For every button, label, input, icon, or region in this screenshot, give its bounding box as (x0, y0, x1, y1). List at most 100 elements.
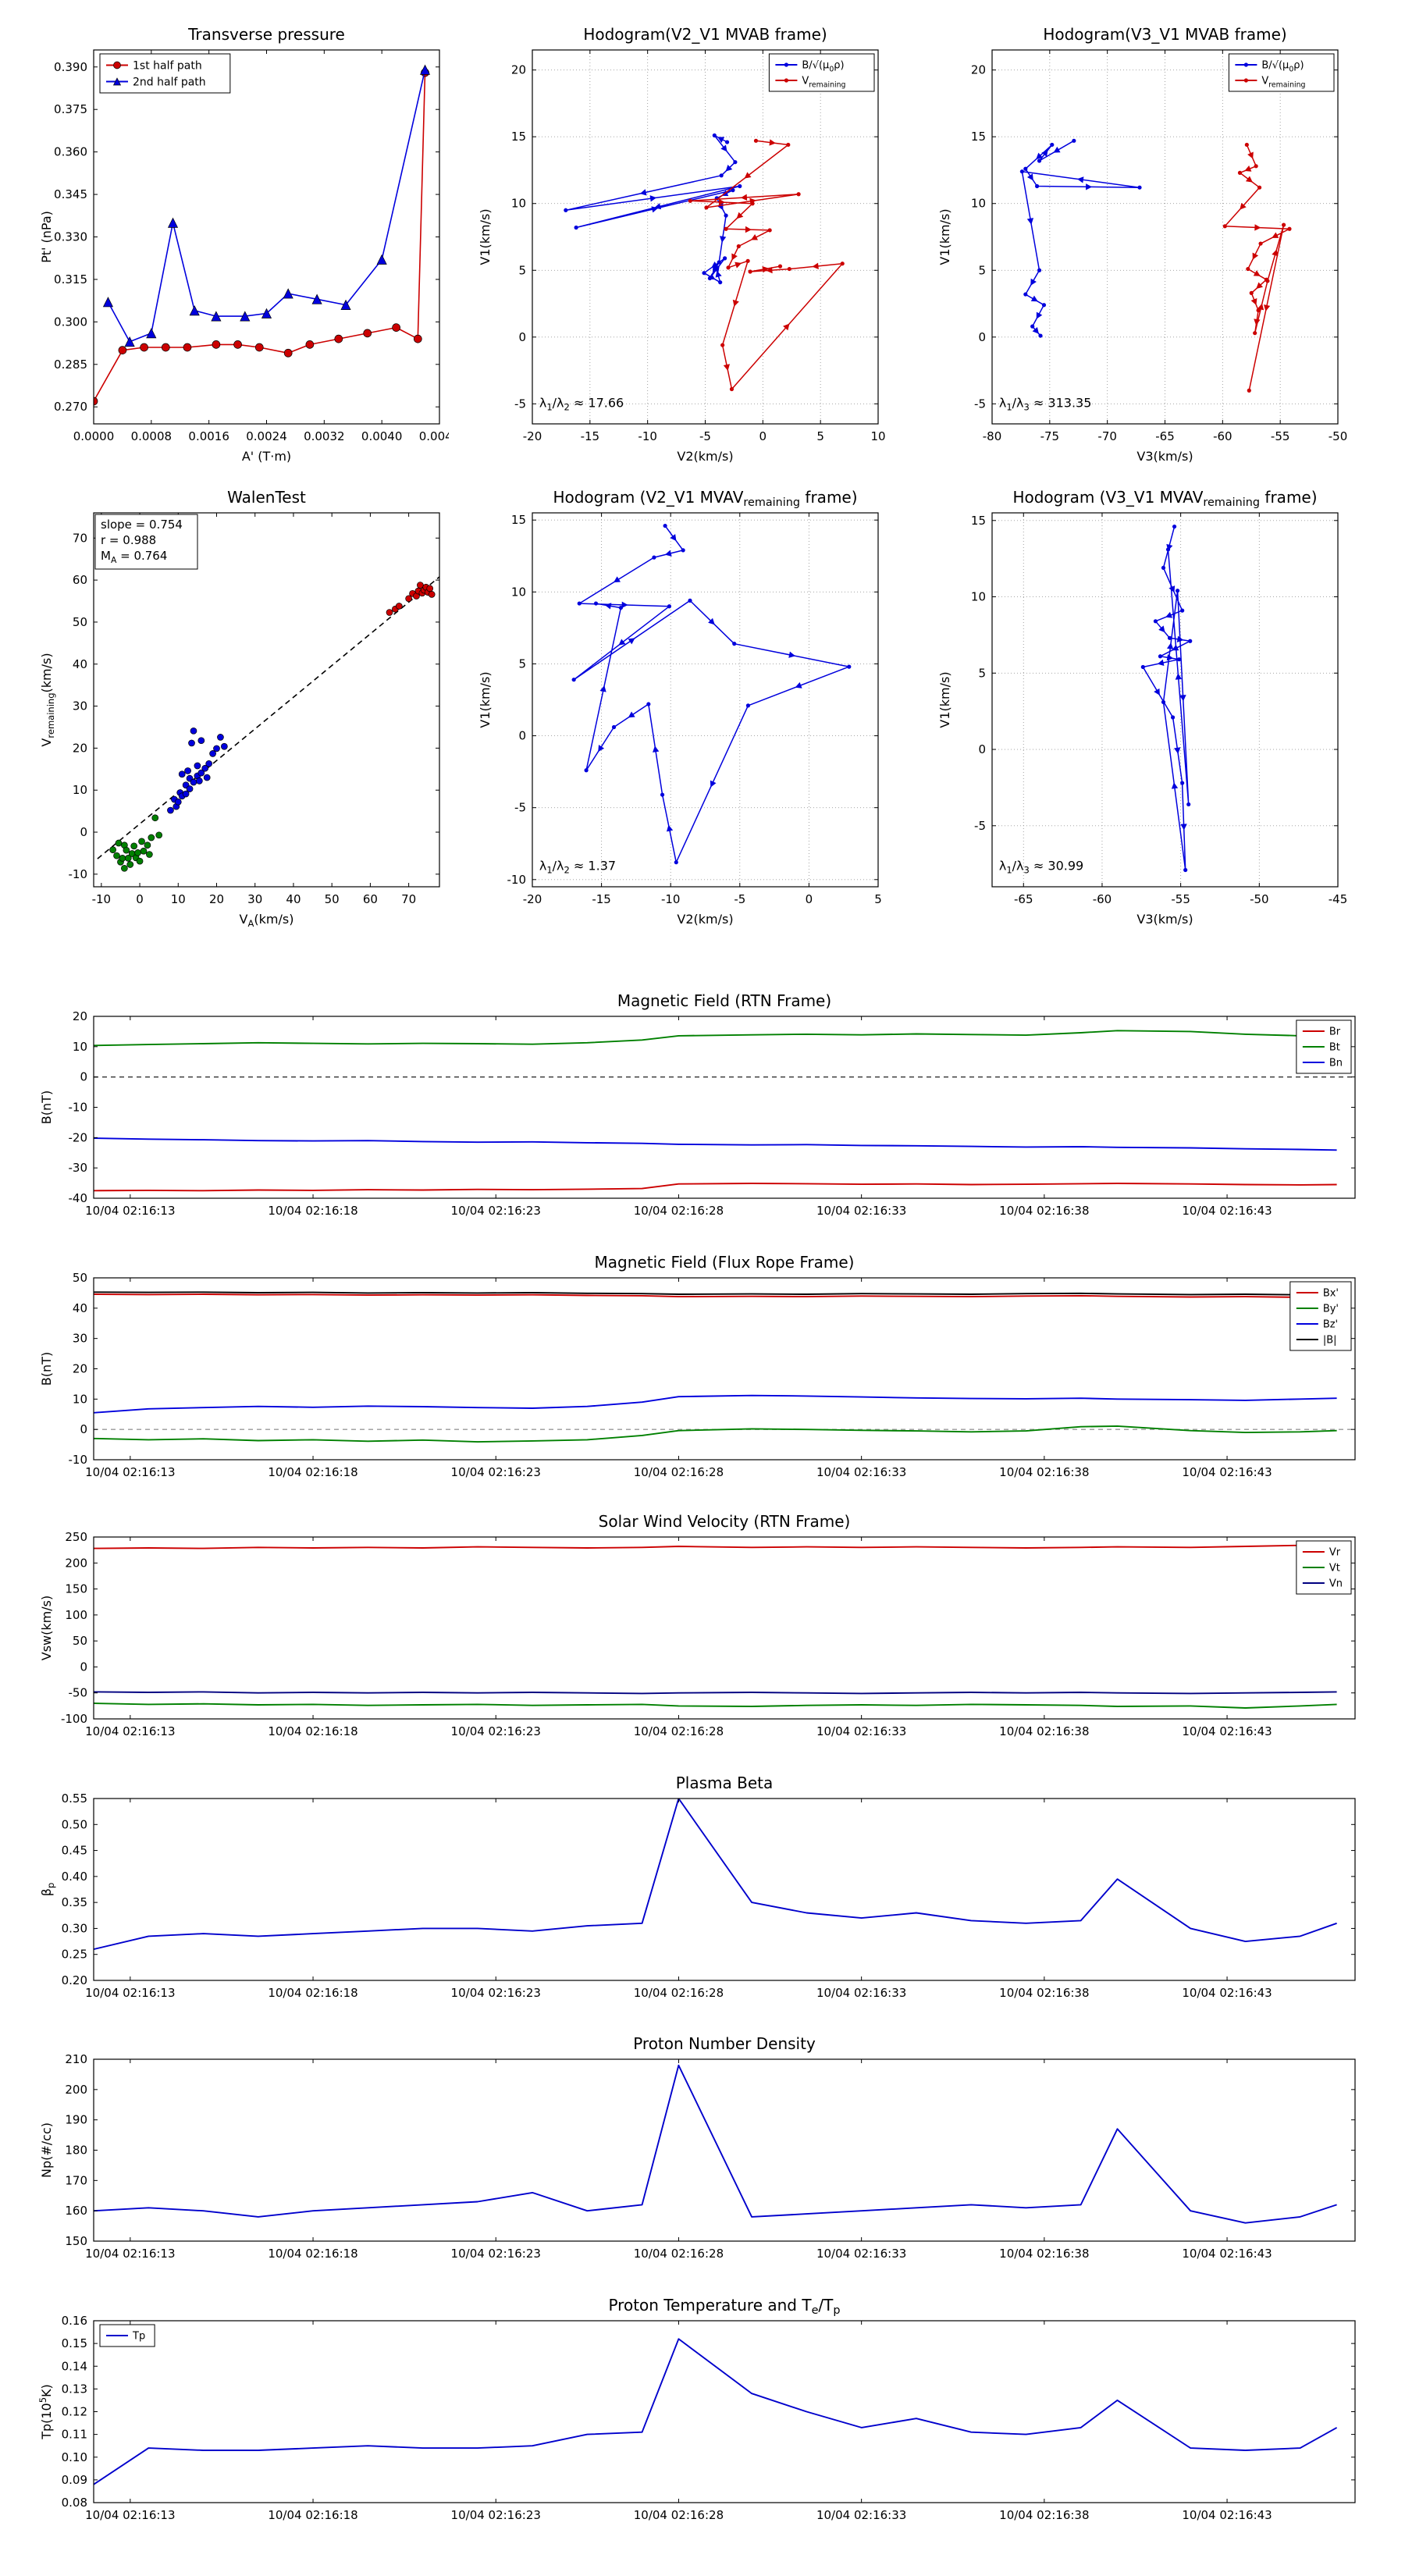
x-tick-label: 10/04 02:16:43 (1182, 2508, 1272, 2522)
marker (311, 294, 322, 304)
marker (121, 864, 128, 872)
legend-label: Bt (1329, 1042, 1340, 1054)
arrow-head (1171, 782, 1179, 789)
y-tick-label: -5 (514, 397, 526, 411)
marker (1180, 781, 1185, 785)
chart-svg-np: 10/04 02:16:13 10/04 02:16:18 10/04 02:16:… (39, 2034, 1356, 2261)
x-tick-label: 0.0016 (188, 429, 229, 443)
arrow-head (1250, 297, 1257, 305)
y-tick-label: 0.50 (62, 1817, 87, 1831)
chart-svg-vsw: 10/04 02:16:13 10/04 02:16:18 10/04 02:16:… (39, 1512, 1356, 1738)
axes-ticks: 10/04 02:16:13 10/04 02:16:18 10/04 02:16:… (65, 2052, 1355, 2261)
x-tick-label: 5 (816, 429, 824, 443)
x-tick-label: 5 (874, 892, 882, 906)
chart-hodogram-v3v1-mvav: -65 -60 -55 -50 -45 -5 0 5 10 15 Hodogram (V3_V1 M… (934, 479, 1347, 935)
marker (233, 340, 242, 349)
arrow-head (1041, 149, 1048, 157)
marker (713, 264, 718, 269)
x-tick-label: 0.0024 (246, 429, 287, 443)
chart-title: Magnetic Field (RTN Frame) (617, 991, 831, 1010)
chart-svg-walen: -10 0 10 20 30 40 50 60 70 -10 0 10 20 30 40 50 60 70 Wale… (39, 488, 440, 929)
axes-ticks: -20 -15 -10 -5 0 5 10 -5 0 5 10 15 20 (511, 50, 886, 443)
y-tick-label: 0.10 (62, 2450, 87, 2464)
arrow-head (735, 262, 742, 269)
y-tick-label: 0.08 (62, 2496, 87, 2510)
marker (151, 814, 159, 822)
chart-title: Proton Number Density (633, 2034, 816, 2053)
marker (184, 767, 191, 774)
x-axis-label: V2(km/s) (677, 912, 733, 927)
arrow-head (1272, 249, 1279, 257)
y-tick-label: 160 (65, 2204, 87, 2218)
marker (724, 226, 728, 231)
marker (736, 244, 741, 249)
x-tick-label: 10 (870, 429, 885, 443)
chart-svg-hodo_v2_mvav: -20 -15 -10 -5 0 5 -10 -5 0 5 10 15 Hodogram (V2_V1 … (478, 488, 882, 927)
marker (618, 605, 624, 610)
y-tick-label: -100 (61, 1712, 87, 1726)
marker (240, 311, 251, 322)
legend-label: Vr (1329, 1547, 1341, 1559)
arrow-head (1032, 326, 1039, 334)
marker (1176, 589, 1180, 593)
marker (197, 737, 205, 745)
y-tick-label: -30 (69, 1161, 88, 1175)
marker (1158, 654, 1163, 659)
x-tick-label: 10/04 02:16:18 (268, 1986, 357, 2000)
y-tick-label: -10 (69, 1453, 88, 1467)
y-axis-label: B(nT) (39, 1352, 54, 1386)
annotation-line: slope = 0.754 (101, 518, 183, 532)
y-tick-label: -5 (974, 819, 986, 833)
x-tick-label: 10/04 02:16:13 (85, 2247, 175, 2261)
y-tick-label: 0.20 (62, 1973, 87, 1987)
x-tick-label: 10/04 02:16:23 (451, 1465, 541, 1479)
y-axis-label: Vsw(km/s) (39, 1596, 54, 1660)
y-tick-label: 10 (511, 585, 526, 599)
series-layer (1140, 524, 1193, 873)
arrow-head (1158, 625, 1165, 633)
marker (1037, 268, 1042, 272)
marker (213, 745, 220, 753)
x-tick-label: 10/04 02:16:23 (451, 1986, 541, 2000)
marker (1243, 62, 1248, 67)
x-tick-label: 30 (247, 892, 262, 906)
arrow-head (604, 603, 612, 610)
y-tick-label: -10 (507, 873, 527, 887)
x-tick-label: 10/04 02:16:23 (451, 2247, 541, 2261)
marker (667, 604, 672, 609)
marker (726, 265, 731, 270)
x-tick-label: 0.0000 (73, 429, 115, 443)
x-tick-label: 10/04 02:16:13 (85, 2508, 175, 2522)
arrow-head (718, 198, 725, 206)
y-tick-label: 20 (73, 741, 87, 755)
x-tick-label: 10/04 02:16:33 (816, 2508, 906, 2522)
y-tick-label: 15 (511, 513, 526, 527)
y-tick-label: 0.330 (54, 230, 87, 244)
axes-ticks: 10/04 02:16:13 10/04 02:16:18 10/04 02:16:… (62, 2314, 1355, 2522)
arrow-head (740, 194, 748, 201)
marker (1038, 333, 1043, 338)
x-tick-label: 70 (401, 892, 416, 906)
marker (419, 64, 431, 75)
y-tick-label: 70 (73, 531, 87, 545)
x-tick-label: 10/04 02:16:13 (85, 1986, 175, 2000)
marker (183, 343, 192, 352)
marker (719, 173, 724, 178)
y-tick-label: 0 (80, 1660, 87, 1674)
x-tick-label: -60 (1213, 429, 1232, 443)
x-axis-label: VA(km/s) (240, 912, 294, 929)
legend: Tp (99, 2324, 155, 2347)
x-tick-label: -20 (523, 429, 542, 443)
marker (1161, 565, 1166, 570)
y-axis-label: V1(km/s) (478, 671, 493, 728)
chart-title: Hodogram(V2_V1 MVAB frame) (583, 25, 827, 44)
y-tick-label: 0.40 (62, 1870, 87, 1884)
x-tick-label: 10/04 02:16:23 (451, 2508, 541, 2522)
y-tick-label: 50 (73, 615, 87, 629)
y-tick-label: 30 (73, 699, 87, 713)
y-tick-label: -40 (69, 1191, 88, 1205)
marker (1237, 170, 1243, 175)
y-tick-label: 15 (971, 130, 986, 144)
marker (118, 346, 127, 355)
